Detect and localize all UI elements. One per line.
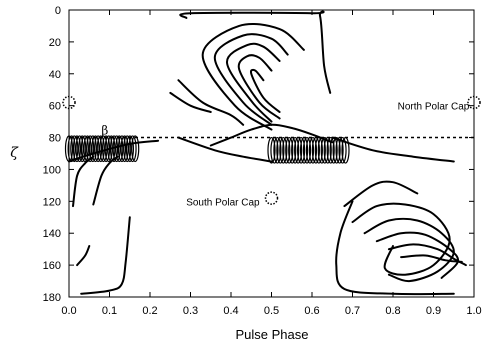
helix-loop (302, 136, 312, 164)
helix-loop (267, 136, 276, 164)
y-tick-label: 60 (49, 101, 61, 113)
helix-loop (91, 135, 100, 163)
contour-line-1 (179, 10, 332, 94)
helix-loop (332, 136, 341, 164)
helix-loop (291, 136, 300, 164)
y-tick-label: 0 (55, 5, 61, 17)
helix-loop (64, 135, 74, 163)
helix-loop (101, 135, 111, 163)
series-layer (64, 10, 467, 296)
x-tick-label: 0.4 (223, 305, 238, 317)
helix-loop (115, 135, 124, 163)
y-axis: 0 20 40 60 80 100 120 140 160 180 (43, 5, 474, 304)
x-tick-label: 0.9 (426, 305, 441, 317)
contour-line-5 (237, 54, 281, 120)
contour-line-20 (375, 231, 460, 279)
helix-loop (80, 135, 89, 163)
y-tick-label: 20 (49, 37, 61, 49)
x-tick-label: 0.8 (385, 305, 400, 317)
contour-line-18 (351, 202, 451, 276)
contour-line-22 (400, 254, 463, 263)
polar-cap-marker (264, 191, 279, 205)
helix-loop (131, 135, 140, 163)
x-tick-label: 0.0 (61, 305, 76, 317)
contour-line-4 (226, 42, 281, 123)
contour-line-9 (177, 136, 273, 163)
helix-loop (83, 135, 92, 163)
x-tick-label: 1.0 (466, 305, 481, 317)
annotation-label: North Polar Cap (398, 102, 470, 113)
y-axis-title: ζ (10, 145, 19, 161)
helix-loop (86, 135, 95, 163)
polar-cap-marker (467, 95, 481, 110)
contour-line-23 (335, 200, 455, 296)
x-tick-label: 0.5 (264, 305, 279, 317)
polar-cap-marker-layer (62, 95, 481, 205)
helix-loop (94, 135, 103, 163)
annotation-label: South Polar Cap (186, 197, 260, 208)
x-axis-title: Pulse Phase (236, 327, 309, 342)
contour-line-19 (363, 217, 455, 283)
contour-line-14 (92, 155, 119, 206)
x-tick-label: 0.3 (183, 305, 198, 317)
helix-loop (285, 136, 294, 164)
x-tick-label: 0.2 (142, 305, 157, 317)
contour-line-8 (169, 91, 212, 113)
y-tick-label: 100 (43, 164, 61, 176)
contour-line-16 (80, 216, 131, 295)
helix-loop (279, 136, 288, 164)
helix-loop (88, 135, 97, 163)
x-tick-label: 0.7 (345, 305, 360, 317)
y-tick-label: 160 (43, 260, 61, 272)
helix-loop (125, 135, 135, 163)
contour-line-6 (249, 68, 281, 113)
helix-loop (308, 136, 318, 164)
helix-loop (338, 136, 347, 164)
helix-loop (296, 136, 306, 164)
helix-loop (109, 135, 119, 163)
contour-line-15 (76, 245, 91, 267)
helix-loop (78, 135, 87, 163)
helix-loop (104, 135, 113, 163)
annotation-layer: North Polar Cap South Polar Cap (186, 102, 470, 209)
reference-layer: β (69, 124, 474, 139)
contour-line-2 (201, 23, 305, 131)
contour-line-17 (343, 180, 419, 208)
contour-line-13 (72, 155, 95, 208)
y-tick-label: 120 (43, 196, 61, 208)
helix-loop (107, 135, 116, 163)
contour-line-3 (213, 33, 289, 126)
helix-loop (320, 136, 329, 164)
y-tick-label: 40 (49, 69, 61, 81)
helix-loop (123, 135, 132, 163)
x-tick-label: 0.6 (304, 305, 319, 317)
y-tick-label: 180 (43, 292, 61, 304)
polar-cap-marker (62, 95, 76, 110)
y-tick-label: 80 (49, 133, 61, 145)
helix-loop (70, 135, 79, 163)
y-tick-label: 140 (43, 228, 61, 240)
helix-loop (326, 136, 335, 164)
helix-loop (117, 135, 127, 163)
helix-loop (99, 135, 108, 163)
x-tick-label: 0.1 (102, 305, 117, 317)
helix-loop (273, 136, 282, 164)
helix-loop (96, 135, 105, 163)
helix-loop (120, 135, 129, 163)
helix-loop (67, 135, 76, 163)
beta-label: β (101, 124, 108, 138)
contour-line-10 (331, 136, 455, 163)
x-axis: 0.0 0.1 0.2 0.3 0.4 0.5 0.6 0.7 0.8 0.9 1.0 (61, 10, 482, 317)
helix-loop (128, 135, 137, 163)
contour-line-7 (177, 79, 245, 126)
helix-loop (112, 135, 121, 163)
helix-loop (72, 135, 82, 163)
helix-loop (314, 136, 323, 164)
helix-loop (75, 135, 84, 163)
